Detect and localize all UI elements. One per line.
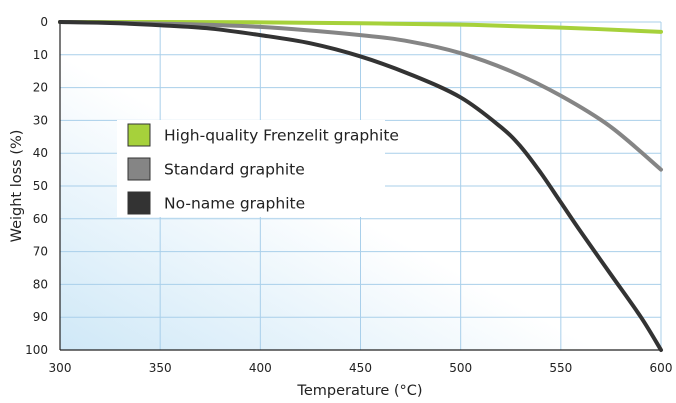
y-tick-label: 20	[33, 81, 48, 95]
legend-label: Standard graphite	[164, 161, 305, 179]
series-line-3	[58, 20, 663, 352]
y-tick-label: 40	[33, 146, 48, 160]
legend: High-quality Frenzelit graphite Standard …	[117, 120, 399, 217]
x-tick-label: 300	[49, 361, 72, 375]
y-tick-label: 50	[33, 179, 48, 193]
y-tick-label: 60	[33, 212, 48, 226]
y-tick-label: 10	[33, 48, 48, 62]
y-tick-labels: 0 10 20 30 40 50 60 70 80 90 100	[25, 15, 48, 357]
legend-swatch	[127, 123, 151, 147]
y-tick-label: 0	[40, 15, 48, 29]
x-tick-label: 550	[549, 361, 572, 375]
series-line-2	[58, 20, 663, 172]
x-tick-label: 350	[149, 361, 172, 375]
legend-label: No-name graphite	[164, 195, 305, 213]
legend-swatch	[127, 157, 151, 181]
y-tick-label: 100	[25, 343, 48, 357]
x-tick-label: 600	[650, 361, 673, 375]
y-tick-label: 30	[33, 113, 48, 127]
x-axis-title: Temperature (°C)	[296, 383, 422, 399]
legend-background	[117, 120, 385, 217]
x-tick-label: 500	[449, 361, 472, 375]
legend-label: High-quality Frenzelit graphite	[164, 127, 399, 145]
y-tick-label: 90	[33, 310, 48, 324]
y-axis-title: Weight loss (%)	[9, 130, 25, 243]
legend-swatch	[127, 191, 151, 215]
x-tick-label: 400	[249, 361, 272, 375]
series-lines	[58, 19, 663, 352]
x-tick-labels: 300 350 400 450 500 550 600	[49, 361, 673, 375]
y-tick-label: 70	[33, 245, 48, 259]
y-tick-label: 80	[33, 277, 48, 291]
axes	[59, 22, 661, 351]
x-tick-label: 450	[349, 361, 372, 375]
